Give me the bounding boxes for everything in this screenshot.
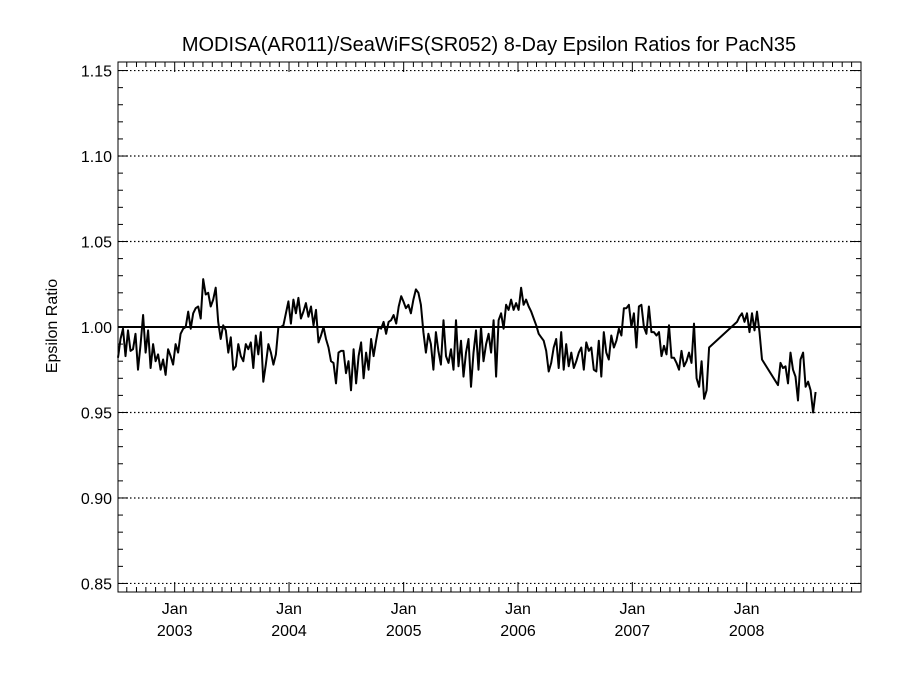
x-tick-month-label: Jan	[276, 601, 302, 618]
x-tick-year-label: 2006	[500, 623, 536, 640]
y-tick-label: 0.95	[81, 405, 112, 422]
y-tick-label: 0.85	[81, 576, 112, 593]
y-tick-label: 1.10	[81, 149, 112, 166]
y-tick-label: 0.90	[81, 491, 112, 508]
x-tick-year-label: 2007	[615, 623, 651, 640]
x-tick-month-label: Jan	[162, 601, 188, 618]
x-tick-month-label: Jan	[391, 601, 417, 618]
x-tick-year-label: 2005	[386, 623, 422, 640]
series-line	[117, 278, 817, 414]
x-tick-year-label: 2003	[157, 623, 193, 640]
axis-ticks	[118, 62, 861, 592]
x-tick-month-label: Jan	[505, 601, 531, 618]
y-tick-label: 1.15	[81, 64, 112, 81]
plot-frame	[117, 61, 862, 593]
x-tick-month-label: Jan	[734, 601, 760, 618]
y-axis-label: Epsilon Ratio	[44, 279, 61, 373]
chart-title: MODISA(AR011)/SeaWiFS(SR052) 8-Day Epsil…	[182, 34, 796, 56]
series-group	[117, 278, 817, 414]
x-tick-year-label: 2008	[729, 623, 765, 640]
x-tick-year-label: 2004	[271, 623, 307, 640]
y-tick-labels: 0.85 0.90 0.95 1.00 1.05 1.10 1.15	[81, 64, 112, 594]
y-tick-label: 1.05	[81, 235, 112, 252]
x-tick-labels: Jan 2003 Jan 2004 Jan 2005 Jan 2006 Jan 2007 Jan 20…	[157, 601, 765, 640]
y-tick-label: 1.00	[81, 320, 112, 337]
x-tick-month-label: Jan	[619, 601, 645, 618]
